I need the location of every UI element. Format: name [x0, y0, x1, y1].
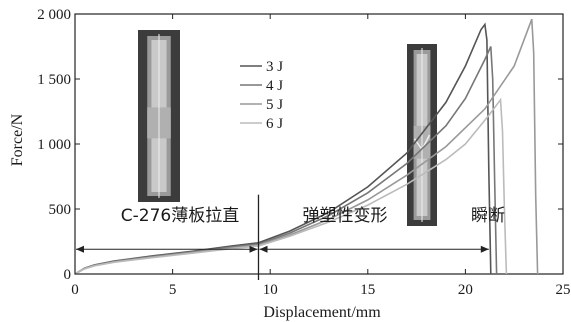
legend-label-1: 3 J	[266, 59, 283, 75]
y-tick-label: 1 000	[37, 137, 71, 153]
y-axis-label: Force/N	[9, 113, 26, 166]
x-tick-label: 10	[263, 282, 278, 298]
legend: 3 J 4 J 5 J 6 J	[240, 59, 283, 132]
specimen-photos	[138, 30, 437, 226]
stage1-label: C-276薄板拉直	[121, 206, 239, 226]
specimen-photo-before	[138, 30, 180, 202]
y-tick-label: 2 000	[37, 7, 71, 23]
axes: Displacement/mm Force/N 0 5 10 15 20 25 0 500 1 …	[9, 7, 571, 321]
y-tick-label: 1 500	[37, 72, 71, 88]
stage1-arrow	[76, 245, 258, 253]
y-tick-label: 500	[49, 202, 72, 218]
x-tick-label: 0	[71, 282, 79, 298]
legend-label-3: 5 J	[266, 97, 283, 113]
x-tick-label: 5	[169, 282, 177, 298]
series-lines	[74, 18, 539, 275]
stage3-label: 瞬断	[471, 206, 505, 226]
legend-label-4: 6 J	[266, 116, 283, 132]
x-axis-label: Displacement/mm	[263, 304, 381, 321]
stage2-arrow	[259, 245, 489, 253]
stage2-label: 弹塑性变形	[303, 206, 388, 226]
stage-annotations: C-276薄板拉直 弹塑性变形 瞬断	[76, 194, 505, 280]
specimen-photo-after	[407, 44, 437, 226]
legend-label-2: 4 J	[266, 78, 283, 94]
x-tick-label: 25	[556, 282, 571, 298]
y-tick-label: 0	[64, 267, 72, 283]
series-line-4	[74, 97, 508, 275]
x-tick-label: 15	[360, 282, 375, 298]
x-tick-label: 20	[458, 282, 473, 298]
